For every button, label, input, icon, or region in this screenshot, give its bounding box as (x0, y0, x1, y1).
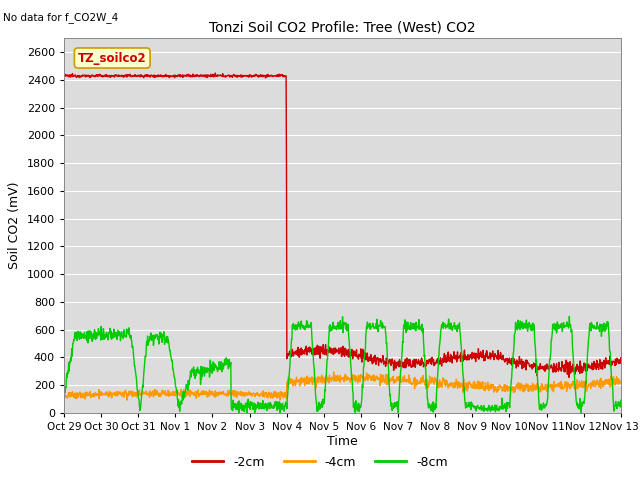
Text: TZ_soilco2: TZ_soilco2 (78, 51, 147, 64)
X-axis label: Time: Time (327, 434, 358, 448)
Y-axis label: Soil CO2 (mV): Soil CO2 (mV) (8, 182, 21, 269)
Title: Tonzi Soil CO2 Profile: Tree (West) CO2: Tonzi Soil CO2 Profile: Tree (West) CO2 (209, 21, 476, 35)
Text: No data for f_CO2W_4: No data for f_CO2W_4 (3, 12, 118, 23)
Legend: -2cm, -4cm, -8cm: -2cm, -4cm, -8cm (187, 451, 453, 474)
